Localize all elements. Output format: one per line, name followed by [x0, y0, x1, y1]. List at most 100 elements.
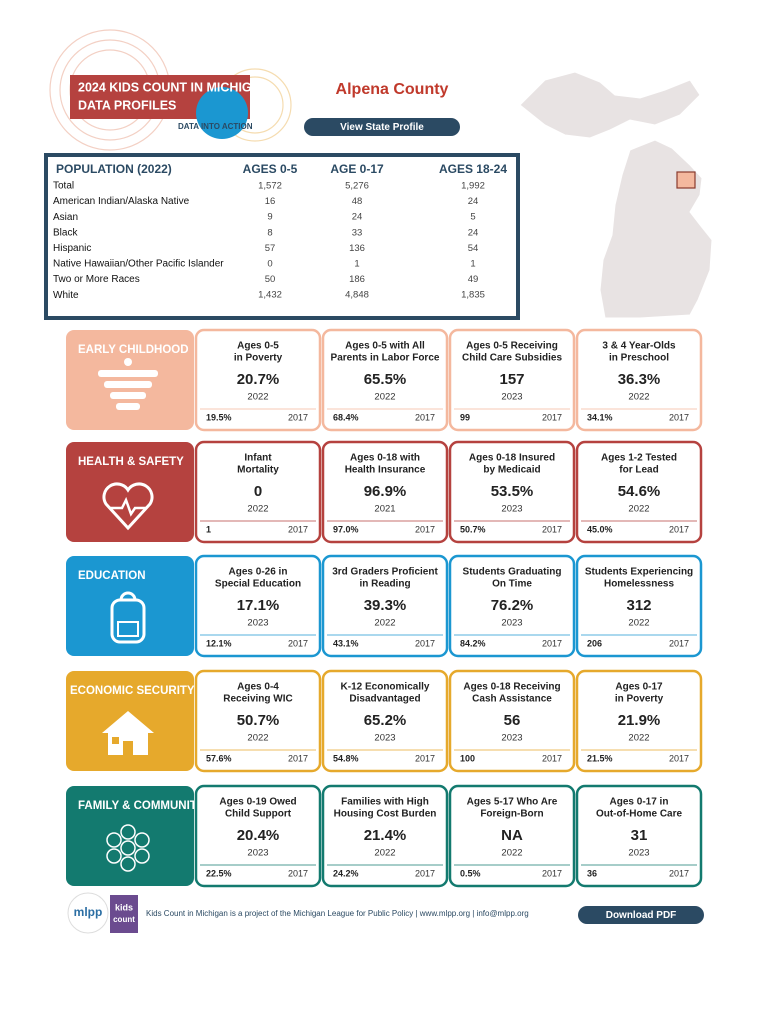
icon-part — [110, 598, 146, 644]
card-year: 2022 — [247, 392, 268, 403]
card-label: Students Experiencing — [585, 567, 693, 578]
card-value: 17.1% — [237, 597, 280, 614]
card-label: Receiving WIC — [223, 694, 292, 705]
kids-logo-text: kids — [115, 902, 133, 912]
view-state-label[interactable]: View State Profile — [340, 122, 424, 133]
card-prev-year: 2017 — [542, 753, 562, 763]
card-label: in Preschool — [609, 353, 669, 364]
icon-part — [120, 824, 136, 840]
view-state-button[interactable] — [304, 118, 460, 136]
section-banner — [66, 786, 194, 886]
card-label: in Poverty — [234, 353, 283, 364]
population-value: 1,992 — [461, 181, 485, 192]
card-prev-year: 2017 — [415, 638, 435, 648]
card-label: Ages 0-5 with All — [345, 341, 425, 352]
card-prev-value: 50.7% — [460, 524, 486, 534]
download-label[interactable]: Download PDF — [606, 910, 677, 921]
tagline: DATA INTO ACTION — [178, 122, 253, 131]
population-title: POPULATION (2022) — [56, 162, 172, 176]
population-label: Black — [53, 227, 78, 238]
title-line2: DATA PROFILES — [78, 98, 176, 112]
icon-part — [110, 496, 146, 517]
card-prev-value: 57.6% — [206, 753, 232, 763]
card-prev-value: 1 — [206, 524, 211, 534]
population-value: 50 — [265, 274, 276, 285]
card-prev-value: 206 — [587, 638, 602, 648]
column-header: AGES 0-5 — [243, 162, 298, 176]
card-year: 2023 — [501, 392, 522, 403]
sections: EARLY CHILDHOOD Ages 0-5in Poverty20.7%20… — [66, 328, 703, 888]
population-value: 24 — [468, 196, 479, 207]
section-banner — [66, 556, 194, 656]
card-value: 65.5% — [364, 371, 407, 388]
card-prev-value: 68.4% — [333, 412, 359, 422]
card-label: by Medicaid — [483, 465, 540, 476]
icon-part — [124, 358, 132, 366]
indicator-card — [575, 669, 703, 773]
card-prev-year: 2017 — [288, 753, 308, 763]
card-year: 2023 — [374, 733, 395, 744]
card-label: On Time — [492, 579, 532, 590]
card-prev-year: 2017 — [415, 524, 435, 534]
card-value: 39.3% — [364, 597, 407, 614]
card-value: 54.6% — [618, 483, 661, 500]
footer: mlpp kids count Kids Count in Michigan i… — [67, 892, 704, 934]
card-label: Ages 0-5 — [237, 341, 279, 352]
icon-part — [120, 856, 136, 872]
card-prev-value: 12.1% — [206, 638, 232, 648]
population-value: 1,835 — [461, 290, 485, 301]
population-value: 1 — [354, 259, 359, 270]
card-label: Cash Assistance — [472, 694, 552, 705]
card-label: for Lead — [619, 465, 658, 476]
card-prev-value: 24.2% — [333, 868, 359, 878]
card-prev-year: 2017 — [669, 868, 689, 878]
card-label: K-12 Economically — [341, 682, 430, 693]
title-line1: 2024 KIDS COUNT IN MICHIGAN — [78, 80, 270, 94]
card-label: Disadvantaged — [349, 694, 420, 705]
population-value: 1 — [470, 259, 475, 270]
michigan-map — [519, 71, 713, 319]
card-year: 2022 — [374, 848, 395, 859]
card-year: 2023 — [247, 848, 268, 859]
icon-part — [110, 392, 146, 399]
download-button[interactable] — [578, 906, 704, 924]
card-prev-value: 99 — [460, 412, 470, 422]
card-prev-year: 2017 — [542, 524, 562, 534]
icon-part — [123, 741, 133, 755]
section-title: HEALTH & SAFETY — [78, 456, 184, 468]
population-value: 49 — [468, 274, 479, 285]
card-label: Homelessness — [604, 579, 674, 590]
icon-part — [106, 832, 122, 848]
card-value: 76.2% — [491, 597, 534, 614]
card-label: Parents in Labor Force — [331, 353, 440, 364]
card-prev-year: 2017 — [288, 638, 308, 648]
county-name: Alpena County — [336, 81, 449, 98]
population-value: 5 — [470, 212, 475, 223]
population-label: Hispanic — [53, 243, 91, 254]
population-value: 136 — [349, 243, 365, 254]
population-value: 0 — [267, 259, 272, 270]
population-value: 186 — [349, 274, 365, 285]
card-value: 20.7% — [237, 371, 280, 388]
card-prev-value: 36 — [587, 868, 597, 878]
card-label: Ages 0-26 in — [229, 567, 288, 578]
card-value: 50.7% — [237, 712, 280, 729]
card-prev-year: 2017 — [415, 753, 435, 763]
card-label: Out-of-Home Care — [596, 809, 683, 820]
card-year: 2023 — [501, 618, 522, 629]
card-value: 31 — [631, 827, 648, 844]
icon-part — [116, 403, 140, 410]
card-value: 0 — [254, 483, 262, 500]
card-prev-year: 2017 — [288, 868, 308, 878]
icon-part — [106, 848, 122, 864]
card-year: 2022 — [374, 618, 395, 629]
population-label: Two or More Races — [53, 274, 140, 285]
mlpp-logo-text: mlpp — [74, 905, 103, 919]
card-value: 36.3% — [618, 371, 661, 388]
card-label: Ages 0-4 — [237, 682, 279, 693]
footer-text: Kids Count in Michigan is a project of t… — [146, 909, 529, 918]
card-value: 312 — [626, 597, 651, 614]
